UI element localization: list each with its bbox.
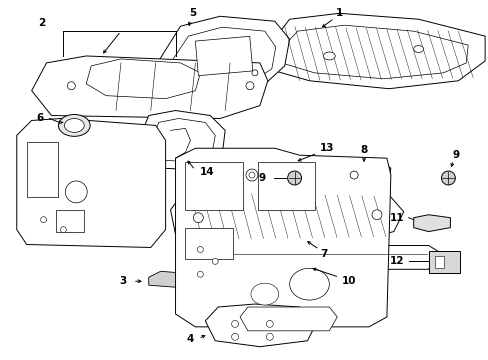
Circle shape — [248, 172, 254, 178]
Bar — [185, 162, 243, 210]
Circle shape — [371, 210, 381, 220]
Text: 7: 7 — [320, 249, 327, 260]
Circle shape — [231, 320, 238, 327]
Bar — [434, 256, 444, 268]
Ellipse shape — [441, 171, 454, 185]
Polygon shape — [240, 307, 337, 331]
Bar — [56, 210, 84, 231]
Text: 6: 6 — [36, 113, 43, 123]
Text: 9: 9 — [452, 150, 459, 160]
Circle shape — [251, 70, 257, 76]
Ellipse shape — [323, 52, 335, 60]
Circle shape — [266, 333, 273, 340]
Ellipse shape — [65, 181, 87, 203]
Circle shape — [349, 171, 357, 179]
Circle shape — [212, 258, 218, 264]
Bar — [195, 36, 252, 76]
Polygon shape — [86, 59, 200, 99]
Polygon shape — [413, 215, 449, 231]
Text: 10: 10 — [341, 276, 356, 286]
Circle shape — [245, 82, 253, 90]
Text: 13: 13 — [320, 143, 334, 153]
Circle shape — [41, 217, 46, 223]
Text: 2: 2 — [38, 18, 45, 28]
Ellipse shape — [287, 171, 301, 185]
Circle shape — [197, 271, 203, 277]
Polygon shape — [170, 27, 275, 89]
Text: 1: 1 — [335, 8, 342, 18]
Ellipse shape — [413, 46, 423, 53]
Ellipse shape — [64, 118, 84, 132]
Text: 9: 9 — [258, 173, 265, 183]
Polygon shape — [17, 118, 165, 247]
Polygon shape — [264, 13, 484, 89]
Circle shape — [67, 82, 75, 90]
Polygon shape — [277, 25, 468, 79]
Text: 14: 14 — [200, 167, 214, 177]
Circle shape — [245, 169, 257, 181]
Polygon shape — [182, 190, 386, 239]
Polygon shape — [32, 56, 267, 118]
Polygon shape — [152, 118, 215, 162]
Polygon shape — [170, 182, 403, 244]
Bar — [185, 228, 233, 260]
Polygon shape — [205, 304, 317, 347]
Ellipse shape — [59, 114, 90, 136]
Circle shape — [266, 320, 273, 327]
Bar — [427, 251, 459, 273]
Circle shape — [193, 213, 203, 223]
Text: 4: 4 — [186, 334, 194, 344]
Ellipse shape — [250, 283, 278, 305]
Bar — [257, 162, 315, 210]
Polygon shape — [175, 148, 390, 327]
Polygon shape — [141, 111, 224, 170]
Text: 8: 8 — [360, 145, 367, 155]
Text: 5: 5 — [188, 8, 196, 18]
Ellipse shape — [289, 268, 328, 300]
Text: 12: 12 — [389, 256, 403, 266]
Polygon shape — [335, 160, 390, 188]
Polygon shape — [158, 16, 289, 96]
Bar — [27, 142, 59, 197]
Text: 11: 11 — [389, 213, 403, 223]
Polygon shape — [148, 271, 188, 287]
Circle shape — [197, 247, 203, 252]
Circle shape — [61, 227, 66, 233]
Circle shape — [231, 333, 238, 340]
Text: 3: 3 — [119, 276, 126, 286]
Polygon shape — [175, 246, 438, 269]
